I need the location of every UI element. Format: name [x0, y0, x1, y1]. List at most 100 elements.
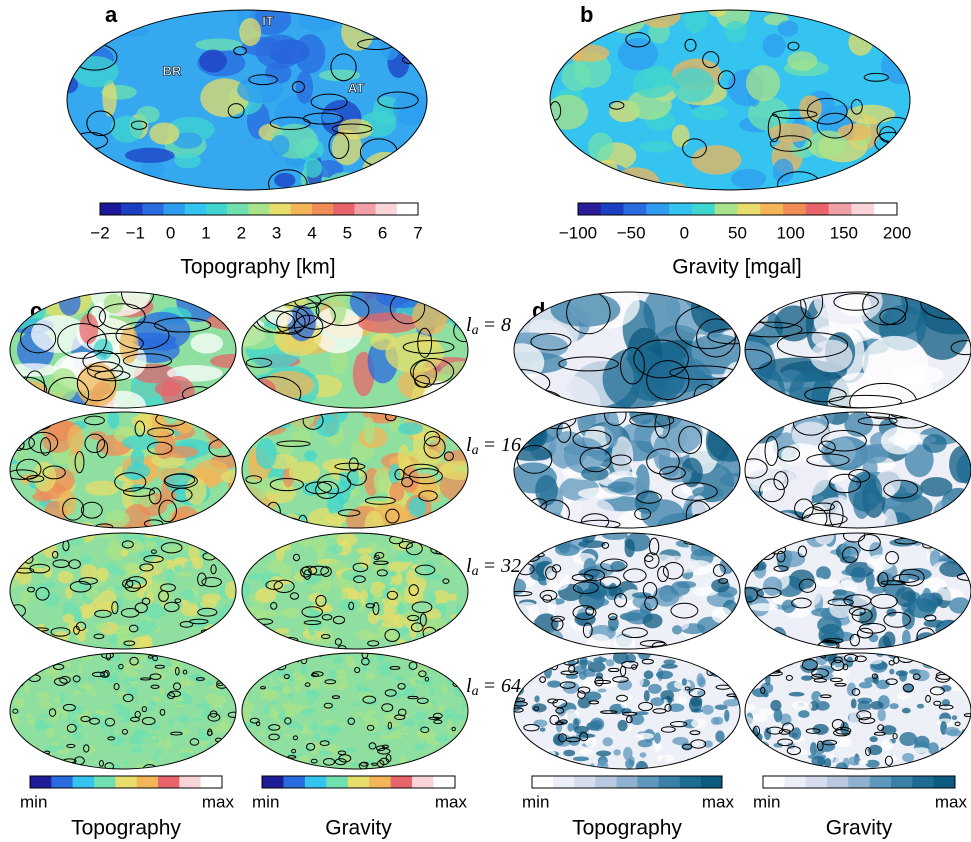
map-feature — [136, 620, 157, 633]
map-feature — [752, 727, 759, 741]
colorbar-segment — [227, 203, 249, 215]
contour — [244, 655, 250, 657]
map-feature — [9, 748, 14, 759]
contour — [375, 12, 411, 28]
contour — [10, 540, 23, 548]
map-feature — [547, 680, 561, 687]
colorbar-tick-label: 2 — [237, 223, 246, 242]
map-feature — [28, 661, 37, 668]
colorbar-segment — [369, 776, 391, 788]
map-feature — [217, 638, 225, 652]
map-feature — [767, 650, 778, 659]
map-feature — [174, 557, 189, 563]
colorbar-segment — [595, 776, 616, 788]
map-feature — [684, 764, 693, 772]
map-feature — [169, 718, 174, 727]
colorbar-tick-label: −2 — [90, 223, 109, 242]
map-feature — [580, 749, 594, 755]
map-feature — [877, 709, 886, 722]
map-feature — [654, 182, 688, 197]
map-feature — [691, 719, 706, 729]
map-feature — [445, 747, 455, 752]
map-feature — [49, 368, 78, 402]
map-feature — [746, 535, 758, 552]
map-feature — [253, 645, 269, 651]
map-feature — [209, 642, 223, 656]
map-feature — [913, 747, 929, 753]
map-feature — [444, 633, 461, 641]
map-feature — [534, 695, 539, 702]
map-feature — [219, 605, 235, 619]
colorbar-segment — [934, 776, 956, 788]
map-feature — [765, 762, 783, 774]
map-feature — [722, 362, 751, 409]
annotation: IT — [262, 13, 274, 28]
map-feature — [922, 757, 937, 770]
map-feature — [399, 526, 417, 542]
panel-label: b — [580, 2, 593, 27]
map-feature — [192, 557, 203, 569]
map-feature — [527, 664, 540, 670]
map-feature — [609, 583, 618, 596]
contour — [209, 659, 221, 666]
contour — [698, 412, 737, 427]
map-feature — [412, 297, 448, 335]
map-feature — [702, 705, 714, 715]
colorbar-segment — [115, 776, 137, 788]
map-feature — [196, 642, 218, 649]
contour — [411, 762, 416, 767]
contour — [452, 659, 459, 663]
map-feature — [852, 733, 869, 747]
map-feature — [228, 653, 236, 658]
map-feature — [454, 753, 458, 756]
map-feature — [81, 608, 89, 619]
figure: a b c d Topography [km] Gravity [mgal] l… — [0, 0, 971, 842]
map-feature — [643, 613, 663, 628]
map-feature — [911, 519, 958, 536]
equals: = 16 — [483, 434, 522, 456]
map-feature — [762, 547, 773, 554]
colorbar-tick-label: 100 — [776, 223, 804, 242]
map-feature — [806, 702, 812, 710]
colorbar-segment — [100, 203, 122, 215]
map-feature — [85, 745, 97, 755]
map-feature — [367, 709, 376, 715]
map — [496, 399, 754, 543]
colorbar-segment — [142, 203, 164, 215]
map-feature — [870, 736, 878, 742]
map-feature — [663, 659, 675, 664]
colorbar-segment — [827, 776, 849, 788]
map-feature — [695, 653, 703, 665]
map-feature — [443, 708, 457, 718]
contour — [615, 7, 631, 25]
map-feature — [32, 667, 37, 675]
map-feature — [382, 620, 401, 628]
map-feature — [125, 148, 174, 163]
map-feature — [671, 68, 714, 102]
map-feature — [80, 555, 93, 564]
map-feature — [551, 11, 576, 46]
colorbar-segment — [624, 203, 647, 215]
map-feature — [197, 658, 208, 668]
map-feature — [400, 143, 422, 161]
map-feature — [648, 684, 662, 694]
contour — [453, 741, 457, 747]
map-feature — [176, 701, 188, 705]
subscript: a — [472, 684, 479, 699]
map-feature — [280, 564, 292, 580]
map-feature — [726, 680, 744, 685]
contour — [26, 414, 52, 430]
map-feature — [333, 656, 344, 664]
map-feature — [866, 760, 880, 768]
map-feature — [548, 714, 557, 719]
map-feature — [286, 759, 299, 768]
map-feature — [955, 703, 965, 717]
map-feature — [210, 666, 222, 672]
colorbar-segment — [348, 776, 370, 788]
colorbar-tick-label: 0 — [166, 223, 175, 242]
subscript: a — [472, 443, 479, 458]
map-feature — [596, 750, 611, 756]
map-feature — [225, 669, 234, 678]
colorbar-segment — [354, 203, 376, 215]
map-feature — [256, 438, 277, 469]
